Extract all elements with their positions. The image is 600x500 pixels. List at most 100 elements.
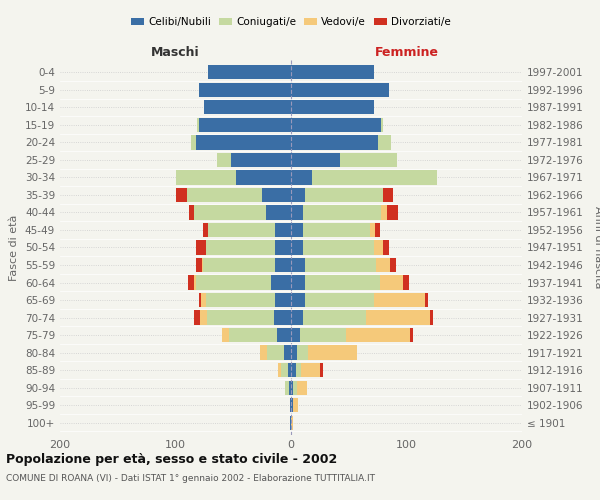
Bar [291,188,305,202]
Bar [196,135,291,150]
Bar [293,380,297,395]
Bar [196,258,202,272]
Bar [203,258,275,272]
Bar [278,363,281,378]
Bar [285,380,289,395]
Bar [346,328,410,342]
Bar [425,293,428,308]
Bar [293,398,298,412]
Bar [291,328,300,342]
Bar [176,188,187,202]
Bar [305,276,380,289]
Bar [381,206,387,220]
Bar [191,135,196,150]
Bar [291,170,312,184]
Bar [291,258,305,272]
Bar [203,223,208,237]
Bar [281,363,287,378]
Bar [291,82,389,97]
Bar [302,310,366,325]
Bar [387,206,398,220]
Bar [196,276,271,289]
Bar [291,118,381,132]
Bar [403,276,409,289]
Bar [274,310,291,325]
Bar [291,206,302,220]
Bar [275,258,291,272]
Bar [289,380,291,395]
Bar [291,398,293,412]
Bar [196,240,206,254]
Bar [197,118,199,132]
Bar [208,223,275,237]
Bar [383,240,389,254]
Bar [199,82,291,97]
Bar [430,310,433,325]
Bar [217,152,231,167]
Bar [376,258,391,272]
Bar [291,135,377,150]
Bar [291,363,296,378]
Bar [201,293,206,308]
Bar [291,293,305,308]
Legend: Celibi/Nubili, Coniugati/e, Vedovi/e, Divorziati/e: Celibi/Nubili, Coniugati/e, Vedovi/e, Di… [127,12,455,31]
Bar [291,152,340,167]
Bar [206,293,275,308]
Bar [320,363,323,378]
Bar [377,135,391,150]
Bar [222,328,229,342]
Bar [266,206,291,220]
Bar [290,398,291,412]
Bar [376,223,380,237]
Bar [284,346,291,360]
Bar [381,118,383,132]
Bar [383,188,392,202]
Bar [302,206,381,220]
Bar [290,416,291,430]
Bar [262,188,291,202]
Bar [176,170,236,184]
Bar [301,363,320,378]
Y-axis label: Fasce di età: Fasce di età [10,214,19,280]
Y-axis label: Anni di nascita: Anni di nascita [593,206,600,289]
Bar [380,276,403,289]
Bar [297,380,307,395]
Bar [187,188,262,202]
Bar [374,293,425,308]
Bar [275,293,291,308]
Bar [277,328,291,342]
Bar [190,206,194,220]
Text: Femmine: Femmine [374,46,439,59]
Bar [206,310,274,325]
Bar [374,240,383,254]
Bar [194,276,196,289]
Bar [275,240,291,254]
Bar [302,223,370,237]
Bar [340,152,397,167]
Bar [194,206,266,220]
Bar [199,293,201,308]
Bar [410,328,413,342]
Bar [391,258,396,272]
Bar [305,293,374,308]
Bar [205,100,291,114]
Bar [206,240,275,254]
Bar [366,310,430,325]
Bar [302,240,374,254]
Bar [291,310,302,325]
Bar [271,276,291,289]
Bar [287,363,291,378]
Text: COMUNE DI ROANA (VI) - Dati ISTAT 1° gennaio 2002 - Elaborazione TUTTITALIA.IT: COMUNE DI ROANA (VI) - Dati ISTAT 1° gen… [6,474,375,483]
Bar [291,346,297,360]
Bar [291,380,293,395]
Bar [275,223,291,237]
Bar [291,416,293,430]
Bar [291,223,302,237]
Bar [236,170,291,184]
Bar [305,258,376,272]
Bar [291,240,302,254]
Bar [202,258,203,272]
Bar [308,346,357,360]
Bar [312,170,437,184]
Bar [297,346,308,360]
